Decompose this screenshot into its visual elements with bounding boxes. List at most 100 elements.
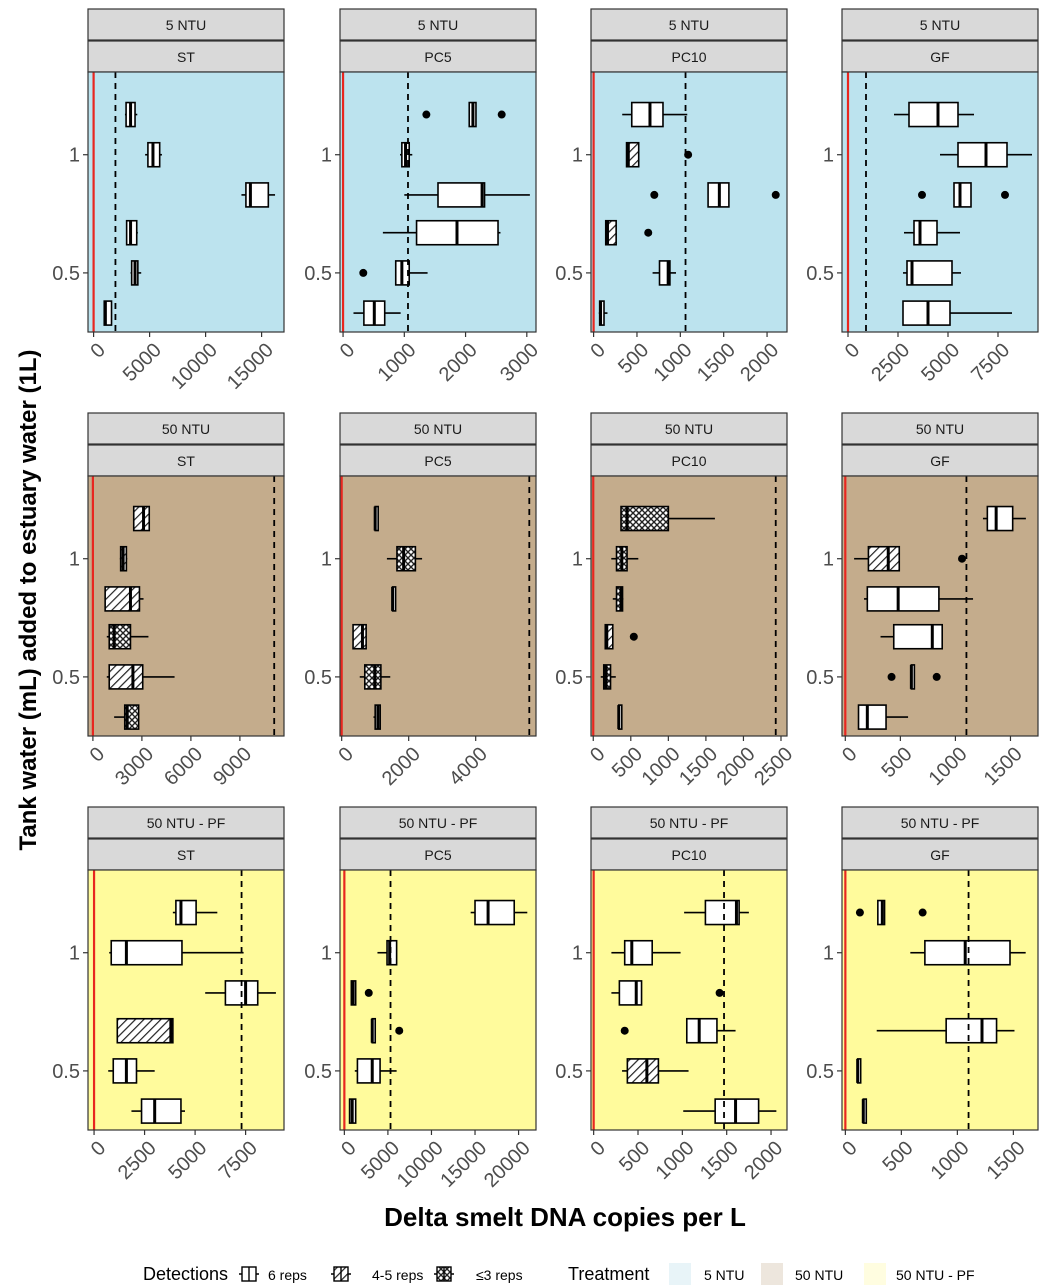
y-tick-label: 1: [572, 145, 583, 167]
facet-strip-turbidity: [590, 412, 788, 445]
boxplot: [620, 505, 715, 532]
boxplot: [350, 980, 373, 1006]
x-tick-label: 2500: [114, 1137, 161, 1184]
facet-strip-turbidity: [87, 806, 285, 839]
box-iqr: [396, 545, 417, 572]
outlier-point: [855, 908, 864, 917]
box-iqr: [953, 182, 972, 208]
legend-treatment-label: 50 NTU - PF: [896, 1267, 975, 1283]
outlier-point: [715, 988, 724, 997]
boxplot: [598, 300, 608, 326]
outlier-point: [771, 190, 780, 199]
box-iqr: [112, 1058, 138, 1084]
legend-treatment-label: 5 NTU: [704, 1267, 744, 1283]
box-iqr: [986, 505, 1014, 532]
facet-strip-turbidity-label: 50 NTU - PF: [650, 815, 729, 831]
y-tick-label: 1: [69, 549, 80, 571]
boxplot: [625, 141, 693, 168]
boxplot: [131, 1098, 185, 1124]
y-tick-label: 0.5: [52, 263, 80, 285]
legend-treatment-swatch: [864, 1263, 886, 1285]
x-tick-label: 1500: [693, 339, 740, 386]
box-iqr: [685, 1017, 718, 1044]
facet-strip-method-label: PC5: [424, 453, 451, 469]
x-tick-label: 500: [615, 1137, 654, 1176]
panel-border: [841, 71, 1039, 333]
boxplot: [106, 664, 175, 690]
box-iqr: [924, 939, 1011, 966]
boxplot: [855, 899, 927, 926]
x-tick-label: 0: [586, 743, 609, 766]
boxplot: [982, 505, 1026, 532]
y-tick-label: 0.5: [806, 263, 834, 285]
facet-strip-turbidity-label: 50 NTU - PF: [147, 815, 226, 831]
facet-strip-method-label: PC5: [424, 49, 451, 65]
y-tick-label: 1: [823, 943, 834, 965]
legend-detections-title: Detections: [143, 1264, 228, 1284]
x-tick-label: 10000: [167, 339, 222, 394]
facet-strip-method: [87, 444, 285, 477]
facet-strip-method-label: ST: [177, 847, 195, 863]
panel-border: [590, 475, 788, 737]
outlier-point: [629, 632, 638, 641]
x-tick-label: 7500: [215, 1137, 262, 1184]
boxplot: [612, 586, 624, 612]
outlier-point: [1001, 190, 1009, 199]
box-iqr: [618, 980, 643, 1006]
box-iqr: [704, 899, 740, 926]
x-tick-label: 15000: [436, 1137, 491, 1192]
y-tick-label: 1: [321, 549, 332, 571]
x-tick-label: 0: [838, 743, 861, 766]
x-tick-label: 2000: [736, 339, 783, 386]
boxplot: [600, 664, 616, 690]
box-iqr: [175, 899, 197, 926]
facet-panel: 50 NTU ST 1 0.5 0 3000 6000 9000: [52, 412, 285, 790]
facet-strip-turbidity: [339, 412, 537, 445]
facet-strip-turbidity-label: 50 NTU: [414, 421, 462, 437]
x-tick-label: 1500: [983, 1137, 1030, 1184]
box-iqr: [108, 664, 144, 690]
panel-border: [590, 71, 788, 333]
x-tick-label: 500: [614, 339, 653, 378]
boxplot: [652, 260, 676, 286]
y-tick-label: 0.5: [806, 1061, 834, 1083]
x-tick-label: 3000: [496, 339, 543, 386]
x-tick-label: 7500: [967, 339, 1014, 386]
facet-strip-turbidity: [841, 412, 1039, 445]
outlier-point: [644, 228, 653, 237]
outlier-point: [918, 908, 927, 917]
legend-treatment-label: 50 NTU: [795, 1267, 843, 1283]
boxplot: [622, 101, 688, 128]
box-iqr: [386, 939, 398, 966]
boxplot: [404, 182, 530, 208]
facet-strip-turbidity: [87, 8, 285, 41]
facet-strip-method: [339, 838, 537, 871]
boxplot: [684, 899, 749, 926]
outlier-point: [932, 672, 941, 681]
panel-border: [841, 475, 1039, 737]
boxplot: [910, 939, 1026, 966]
box-iqr: [615, 586, 624, 612]
box-iqr: [913, 219, 938, 246]
boxplot: [876, 1017, 1015, 1044]
facet-strip-method: [87, 40, 285, 73]
boxplot: [359, 260, 428, 286]
box-iqr: [658, 260, 671, 286]
boxplot: [683, 1098, 777, 1124]
x-tick-label: 5000: [917, 339, 964, 386]
box-iqr: [630, 101, 664, 128]
y-tick-label: 0.5: [304, 667, 332, 689]
boxplot: [370, 1017, 404, 1044]
facet-panel: 50 NTU - PF GF 1 0.5 0 500 1000 1500: [806, 806, 1039, 1184]
box-iqr: [857, 704, 887, 730]
y-tick-label: 1: [823, 145, 834, 167]
x-tick-label: 1000: [374, 339, 421, 386]
x-tick-label: 0: [838, 1137, 861, 1160]
boxplot: [108, 1058, 155, 1084]
x-tick-label: 15000: [223, 339, 278, 394]
x-tick-label: 0: [86, 743, 109, 766]
box-iqr: [620, 505, 670, 532]
